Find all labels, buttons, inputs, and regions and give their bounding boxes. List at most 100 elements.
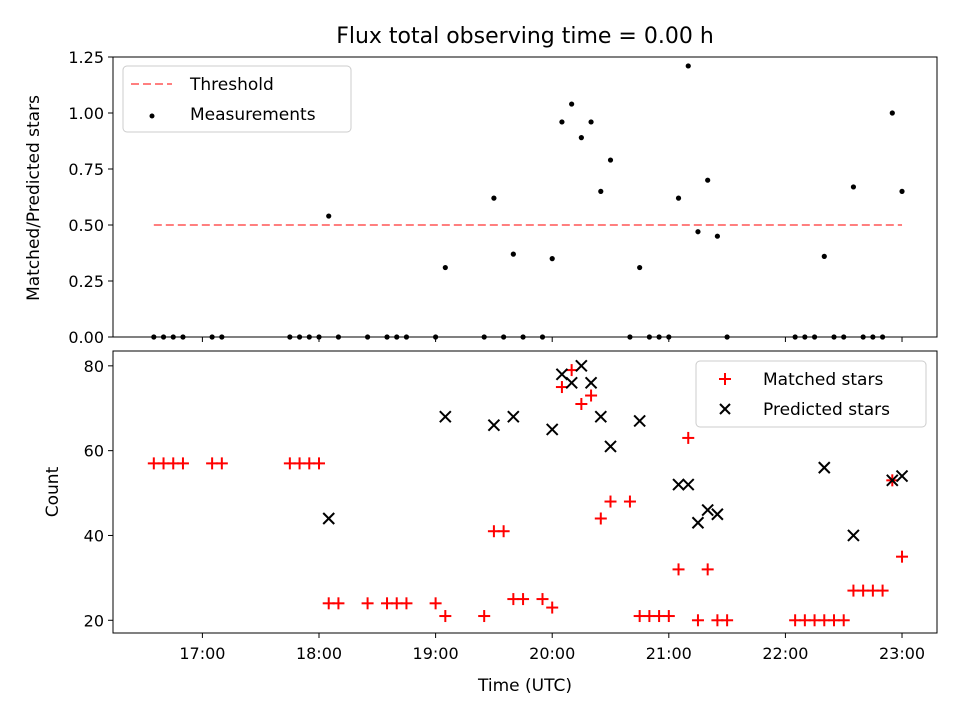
- x-axis-label: Time (UTC): [477, 676, 572, 696]
- predicted-star-point: [682, 478, 695, 491]
- measurement-point: [889, 110, 895, 116]
- top-y-tick-label: 0.00: [68, 328, 104, 347]
- predicted-star-point: [818, 461, 831, 474]
- predicted-star-point: [847, 529, 860, 542]
- matched-star-point: [565, 364, 578, 377]
- predicted-star-point: [886, 474, 899, 487]
- predicted-star-point: [604, 440, 617, 453]
- measurement-point: [588, 119, 594, 125]
- measurements-legend-label: Measurements: [190, 105, 316, 125]
- matched-star-point: [896, 550, 909, 563]
- matched-star-point: [594, 512, 607, 525]
- measurements-legend-swatch: [149, 113, 155, 119]
- x-tick-label: 19:00: [413, 644, 459, 663]
- top-y-tick-label: 1.25: [68, 48, 104, 67]
- top-y-tick-label: 0.50: [68, 216, 104, 235]
- x-tick-label: 18:00: [296, 644, 342, 663]
- bottom-y-axis-label: Count: [43, 466, 63, 517]
- x-tick-label: 17:00: [179, 644, 225, 663]
- measurement-point: [559, 119, 565, 125]
- measurement-point: [714, 233, 720, 239]
- predicted-star-point: [487, 419, 501, 432]
- matched-star-point: [721, 614, 734, 627]
- bottom-legend-box: [695, 360, 927, 428]
- predicted-star-point: [701, 503, 714, 517]
- predicted-star-point: [672, 478, 685, 491]
- top-legend: Threshold Measurements: [122, 65, 352, 133]
- matched-star-point: [555, 381, 568, 394]
- measurement-point: [675, 195, 682, 201]
- bottom-y-tick-label: 80: [84, 357, 104, 376]
- matched-star-point: [313, 457, 325, 470]
- matched-star-point: [517, 593, 530, 606]
- measurement-point: [695, 229, 701, 235]
- matched-star-point: [176, 457, 189, 470]
- predicted-star-point: [565, 376, 578, 390]
- measurement-point: [569, 101, 575, 107]
- matched-star-point: [400, 597, 413, 610]
- measurement-point: [850, 184, 857, 190]
- matched-star-point: [361, 597, 374, 610]
- measurement-point: [598, 188, 604, 194]
- predicted-star-point: [594, 410, 607, 423]
- predicted-star-point: [691, 516, 705, 529]
- matched-legend-label: Matched stars: [763, 370, 883, 390]
- predicted-legend-swatch: [719, 403, 731, 415]
- measurement-point: [578, 135, 584, 141]
- matched-star-point: [429, 597, 442, 610]
- measurement-point: [607, 157, 614, 163]
- matched-star-point: [478, 610, 491, 623]
- predicted-star-point: [507, 410, 520, 423]
- matched-star-point: [332, 597, 345, 610]
- predicted-star-point: [633, 414, 646, 428]
- predicted-star-point: [711, 508, 724, 521]
- predicted-star-point: [322, 512, 335, 525]
- bottom-y-tick-label: 20: [84, 611, 104, 630]
- predicted-star-point: [575, 359, 588, 373]
- matched-star-point: [215, 457, 228, 470]
- bottom-axis-ticks: 20 40 60 80 17:00 18:00 19:00 20:00 21:00 22:00 23…: [84, 357, 925, 663]
- predicted-star-point: [546, 423, 559, 436]
- matched-star-point: [546, 601, 559, 614]
- top-y-axis-label: Matched/Predicted stars: [24, 95, 44, 301]
- threshold-legend-label: Threshold: [189, 75, 274, 95]
- measurement-point: [821, 253, 827, 259]
- matched-star-point: [439, 610, 452, 623]
- top-y-tick-label: 1.00: [68, 104, 104, 123]
- matched-star-point: [623, 495, 636, 508]
- top-plot-frame: [112, 56, 938, 338]
- matched-star-point: [701, 563, 714, 576]
- measurement-point: [685, 63, 691, 69]
- matched-star-point: [672, 563, 685, 576]
- matched-star-point: [604, 495, 617, 508]
- predicted-star-point: [895, 469, 909, 483]
- matched-legend-swatch: [719, 373, 731, 385]
- measurement-point: [899, 188, 905, 194]
- top-axis-ticks: 0.00 0.25 0.50 0.75 1.00 1.25: [68, 48, 903, 347]
- x-tick-label: 20:00: [529, 644, 575, 663]
- bottom-plot-frame: [112, 350, 938, 634]
- bottom-y-tick-label: 40: [84, 526, 104, 545]
- x-tick-label: 22:00: [762, 644, 808, 663]
- predicted-star-point: [584, 376, 598, 390]
- x-tick-label: 21:00: [646, 644, 692, 663]
- top-plot-title: Flux total observing time = 0.00 h: [336, 24, 714, 49]
- measurement-point: [491, 195, 497, 201]
- measurement-point: [549, 256, 555, 262]
- count-points: [147, 359, 909, 627]
- measurement-point: [705, 177, 711, 183]
- predicted-legend-label: Predicted stars: [763, 400, 890, 420]
- top-y-tick-label: 0.25: [68, 272, 104, 291]
- matched-star-point: [497, 525, 510, 538]
- measurement-point: [510, 251, 516, 257]
- measurement-point: [326, 213, 332, 219]
- matched-star-point: [682, 431, 695, 444]
- matched-star-point: [662, 610, 675, 623]
- x-tick-label: 23:00: [879, 644, 925, 663]
- predicted-star-point: [439, 410, 452, 423]
- bottom-plot: Count Time (UTC) 20 40 60 80 17:00 18:00 19:00…: [43, 350, 938, 696]
- top-plot: Flux total observing time = 0.00 h Match…: [24, 24, 938, 347]
- top-legend-box: [122, 65, 352, 133]
- matched-star-point: [536, 593, 549, 606]
- top-y-tick-label: 0.75: [68, 160, 104, 179]
